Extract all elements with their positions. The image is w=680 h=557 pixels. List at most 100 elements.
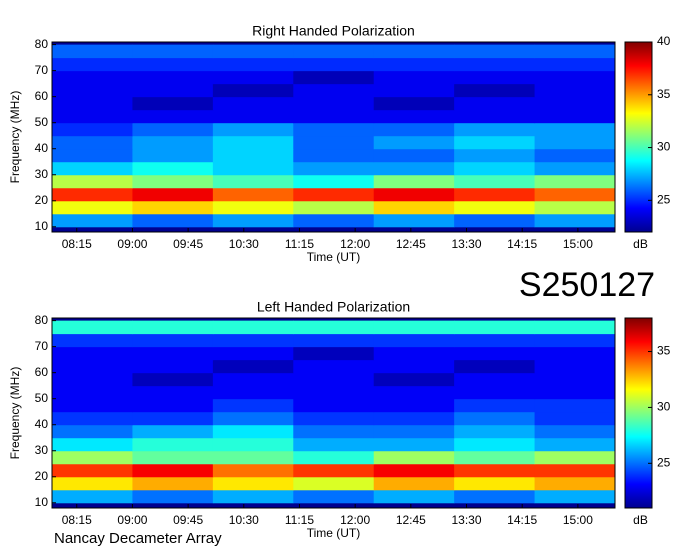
heat-cell	[212, 70, 294, 85]
heat-cell	[454, 96, 536, 111]
heat-cell	[454, 320, 536, 335]
heat-cell	[373, 450, 455, 465]
y-tick-label: 70	[35, 63, 49, 77]
heat-cell	[534, 346, 616, 361]
heat-cell	[454, 385, 536, 400]
x-tick-label: 13:30	[452, 237, 482, 251]
heat-cell	[534, 398, 616, 413]
heat-cell	[212, 135, 294, 150]
heat-cell	[454, 70, 536, 85]
heat-cell	[293, 96, 375, 111]
heat-cell	[212, 411, 294, 426]
plot-frame	[51, 317, 616, 509]
heat-cell	[132, 489, 214, 504]
heat-cell	[373, 489, 455, 504]
heat-cell	[212, 174, 294, 189]
x-tick-label: 09:45	[173, 237, 203, 251]
x-tick-label: 10:30	[229, 513, 259, 527]
colorbar-tick-label: 35	[657, 87, 671, 101]
y-tick-label: 40	[35, 417, 49, 431]
heat-cell	[454, 187, 536, 202]
y-tick-label: 40	[35, 141, 49, 155]
heat-cell	[132, 359, 214, 374]
heat-cell	[534, 333, 616, 348]
x-tick-label: 14:15	[507, 513, 537, 527]
heat-cell	[52, 174, 133, 189]
heat-cell	[132, 109, 214, 124]
heat-cell	[534, 83, 616, 98]
heat-cell	[293, 200, 375, 215]
heat-cell	[212, 437, 294, 452]
colorbar-tick-label: 35	[657, 344, 671, 358]
heat-cell	[454, 57, 536, 72]
colorbar	[624, 41, 653, 233]
heat-cell	[454, 200, 536, 215]
chart-title: Left Handed Polarization	[257, 299, 410, 315]
heat-cell	[373, 213, 455, 228]
heat-cell	[212, 213, 294, 228]
heat-cell	[534, 57, 616, 72]
heat-cell	[52, 333, 133, 348]
heat-cell	[534, 476, 616, 491]
heat-cell	[132, 148, 214, 163]
heat-cell	[52, 109, 133, 124]
heat-cell	[132, 463, 214, 478]
heat-cell	[52, 187, 133, 202]
heat-cell	[52, 424, 133, 439]
heat-cell	[534, 200, 616, 215]
plot-frame	[51, 41, 616, 233]
colorbar-tick-label: 30	[657, 140, 671, 154]
heat-cell	[52, 148, 133, 163]
heat-cell	[373, 187, 455, 202]
event-id: S250127	[519, 266, 655, 304]
heat-cell	[373, 44, 455, 59]
heat-cell	[373, 122, 455, 137]
heat-cell	[212, 320, 294, 335]
heat-cell	[52, 96, 133, 111]
heat-cell	[52, 437, 133, 452]
heat-cell	[373, 96, 455, 111]
heat-cell	[293, 463, 375, 478]
heat-cell	[132, 44, 214, 59]
heat-cell	[534, 463, 616, 478]
y-tick-label: 60	[35, 89, 49, 103]
heat-cell	[454, 122, 536, 137]
heat-cell	[534, 135, 616, 150]
heat-cell	[293, 489, 375, 504]
heat-cell	[212, 187, 294, 202]
heat-cell	[132, 187, 214, 202]
heat-cell	[373, 83, 455, 98]
heat-cell	[52, 463, 133, 478]
heat-cell	[212, 44, 294, 59]
heat-cell	[454, 450, 536, 465]
heat-cell	[454, 424, 536, 439]
heat-cell	[52, 70, 133, 85]
heat-cell	[212, 476, 294, 491]
heat-cell	[52, 213, 133, 228]
heat-cell	[293, 372, 375, 387]
x-tick-label: 08:15	[62, 237, 92, 251]
heat-cell	[534, 70, 616, 85]
heat-cell	[373, 398, 455, 413]
heat-cell	[132, 411, 214, 426]
heat-cell	[212, 57, 294, 72]
heat-cell	[293, 83, 375, 98]
heat-cell	[293, 44, 375, 59]
heat-cell	[373, 424, 455, 439]
heat-cell	[454, 44, 536, 59]
heat-cell	[293, 359, 375, 374]
y-tick-label: 60	[35, 365, 49, 379]
heat-cell	[293, 424, 375, 439]
colorbar-tick-label: 25	[657, 455, 671, 469]
y-tick-label: 30	[35, 167, 49, 181]
colorbar-label: dB	[633, 513, 648, 527]
heat-cell	[293, 213, 375, 228]
y-axis-label: Frequency (MHz)	[8, 91, 22, 184]
heat-cell	[212, 109, 294, 124]
y-axis-label: Frequency (MHz)	[8, 367, 22, 460]
heat-cell	[132, 437, 214, 452]
heat-cell	[212, 398, 294, 413]
heat-cell	[132, 450, 214, 465]
x-axis-label: Time (UT)	[307, 526, 361, 540]
heat-cell	[534, 174, 616, 189]
